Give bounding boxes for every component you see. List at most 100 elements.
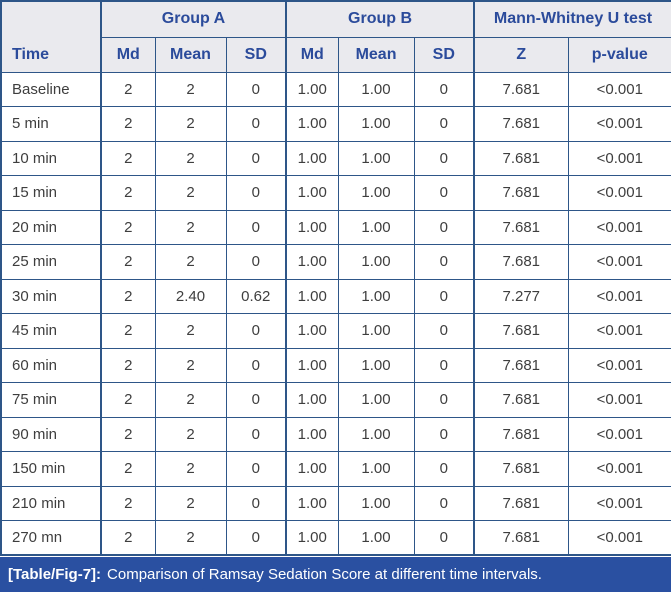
value-cell: 2: [100, 485, 156, 521]
col-group-a-header: Group A: [99, 0, 287, 38]
value-cell: 7.681: [473, 382, 569, 418]
time-cell: 45 min: [0, 313, 102, 349]
value-cell: 0: [413, 71, 475, 107]
value-cell: 2: [100, 313, 156, 349]
time-cell: 10 min: [0, 140, 102, 176]
value-cell: 2: [154, 313, 227, 349]
value-cell: 1.00: [285, 451, 339, 487]
value-cell: 1.00: [285, 278, 339, 314]
table-row: Baseline 2 2 0 1.00 1.00 0 7.681 <0.001: [0, 71, 671, 107]
value-cell: 0: [225, 313, 287, 349]
table-row: 60 min 2 2 0 1.00 1.00 0 7.681 <0.001: [0, 347, 671, 383]
value-cell: <0.001: [567, 313, 671, 349]
value-cell: 1.00: [337, 347, 415, 383]
value-cell: 0: [225, 71, 287, 107]
time-cell: 270 mn: [0, 520, 102, 556]
time-cell: 60 min: [0, 347, 102, 383]
value-cell: 0: [225, 244, 287, 280]
table-row: 10 min 2 2 0 1.00 1.00 0 7.681 <0.001: [0, 140, 671, 176]
value-cell: 0: [413, 278, 475, 314]
value-cell: 1.00: [337, 313, 415, 349]
value-cell: 1.00: [337, 106, 415, 142]
value-cell: 0: [413, 520, 475, 556]
time-cell: Baseline: [0, 71, 102, 107]
value-cell: 0: [413, 485, 475, 521]
value-cell: 2: [154, 382, 227, 418]
value-cell: <0.001: [567, 140, 671, 176]
col-header-z: Z: [473, 36, 569, 73]
value-cell: 1.00: [285, 244, 339, 280]
time-cell: 210 min: [0, 485, 102, 521]
value-cell: <0.001: [567, 347, 671, 383]
col-header-mean-a: Mean: [154, 36, 227, 73]
value-cell: 1.00: [285, 175, 339, 211]
value-cell: 2: [154, 140, 227, 176]
value-cell: 0: [413, 382, 475, 418]
value-cell: 1.00: [285, 313, 339, 349]
col-header-md-b: Md: [285, 36, 339, 73]
value-cell: <0.001: [567, 520, 671, 556]
time-cell: 90 min: [0, 416, 102, 452]
value-cell: 1.00: [337, 175, 415, 211]
col-header-md-a: Md: [100, 36, 156, 73]
value-cell: 2: [100, 106, 156, 142]
value-cell: 2: [154, 244, 227, 280]
value-cell: 1.00: [337, 140, 415, 176]
time-cell: 75 min: [0, 382, 102, 418]
value-cell: 7.681: [473, 71, 569, 107]
value-cell: 1.00: [285, 520, 339, 556]
value-cell: 2: [100, 278, 156, 314]
value-cell: 2.40: [154, 278, 227, 314]
value-cell: 2: [154, 347, 227, 383]
col-mann-whitney-header: Mann-Whitney U test: [473, 0, 671, 38]
table-row: 150 min 2 2 0 1.00 1.00 0 7.681 <0.001: [0, 451, 671, 487]
value-cell: 1.00: [337, 382, 415, 418]
value-cell: 2: [100, 451, 156, 487]
value-cell: 7.681: [473, 520, 569, 556]
table-row: 75 min 2 2 0 1.00 1.00 0 7.681 <0.001: [0, 382, 671, 418]
value-cell: 2: [154, 416, 227, 452]
value-cell: 0: [413, 209, 475, 245]
value-cell: 1.00: [337, 278, 415, 314]
value-cell: 0: [225, 175, 287, 211]
value-cell: 2: [100, 209, 156, 245]
table-row: 210 min 2 2 0 1.00 1.00 0 7.681 <0.001: [0, 485, 671, 521]
value-cell: 1.00: [337, 244, 415, 280]
value-cell: 2: [100, 416, 156, 452]
value-cell: 2: [154, 451, 227, 487]
sedation-score-table: Time Group A Group B Mann-Whitney U test…: [0, 0, 671, 556]
value-cell: 0: [225, 347, 287, 383]
value-cell: 0: [225, 106, 287, 142]
value-cell: 7.681: [473, 244, 569, 280]
value-cell: 2: [100, 382, 156, 418]
value-cell: 2: [154, 106, 227, 142]
table-row: 5 min 2 2 0 1.00 1.00 0 7.681 <0.001: [0, 106, 671, 142]
value-cell: 2: [154, 175, 227, 211]
value-cell: 1.00: [337, 451, 415, 487]
value-cell: 1.00: [285, 416, 339, 452]
table-body: Baseline 2 2 0 1.00 1.00 0 7.681 <0.001 5 min 2 2 0 1…: [0, 71, 671, 556]
time-cell: 5 min: [0, 106, 102, 142]
time-cell: 150 min: [0, 451, 102, 487]
value-cell: 2: [154, 71, 227, 107]
value-cell: 2: [100, 347, 156, 383]
value-cell: 2: [100, 244, 156, 280]
value-cell: 2: [100, 71, 156, 107]
value-cell: 7.681: [473, 347, 569, 383]
value-cell: 0: [413, 244, 475, 280]
value-cell: 1.00: [337, 485, 415, 521]
caption-text: Comparison of Ramsay Sedation Score at d…: [107, 566, 542, 583]
value-cell: 0: [413, 416, 475, 452]
value-cell: 1.00: [337, 209, 415, 245]
value-cell: 2: [100, 175, 156, 211]
table-header: Time Group A Group B Mann-Whitney U test…: [0, 0, 671, 73]
header-group-row: Time Group A Group B Mann-Whitney U test: [0, 0, 671, 73]
table-row: 15 min 2 2 0 1.00 1.00 0 7.681 <0.001: [0, 175, 671, 211]
value-cell: 0: [413, 451, 475, 487]
value-cell: 7.681: [473, 485, 569, 521]
value-cell: 0: [225, 416, 287, 452]
time-cell: 30 min: [0, 278, 102, 314]
value-cell: <0.001: [567, 209, 671, 245]
col-header-p-value: p-value: [567, 36, 671, 73]
